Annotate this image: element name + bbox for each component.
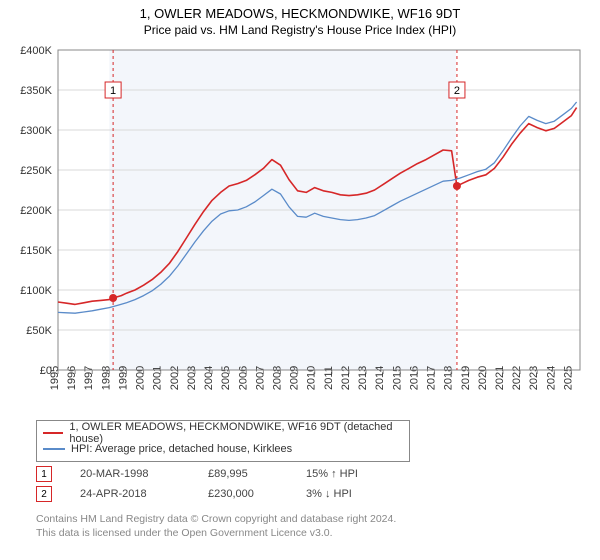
legend-swatch-1 xyxy=(43,432,63,434)
svg-text:2024: 2024 xyxy=(545,366,557,390)
legend-swatch-2 xyxy=(43,448,65,450)
svg-text:2009: 2009 xyxy=(289,366,301,390)
svg-text:2010: 2010 xyxy=(306,366,318,390)
marker-date-2: 24-APR-2018 xyxy=(80,488,180,500)
svg-text:2003: 2003 xyxy=(186,366,198,390)
marker-pct-2: 3% ↓ HPI xyxy=(306,488,396,500)
svg-text:1996: 1996 xyxy=(66,366,78,390)
svg-text:2022: 2022 xyxy=(511,366,523,390)
footer: Contains HM Land Registry data © Crown c… xyxy=(36,512,396,540)
marker-badge-1: 1 xyxy=(36,466,52,482)
svg-text:2017: 2017 xyxy=(426,366,438,390)
svg-text:2012: 2012 xyxy=(340,366,352,390)
svg-text:£150K: £150K xyxy=(20,245,52,257)
chart-titles: 1, OWLER MEADOWS, HECKMONDWIKE, WF16 9DT… xyxy=(0,0,600,37)
svg-text:2005: 2005 xyxy=(220,366,232,390)
svg-text:2006: 2006 xyxy=(237,366,249,390)
svg-text:£300K: £300K xyxy=(20,125,52,137)
marker-price-1: £89,995 xyxy=(208,468,278,480)
legend-label-2: HPI: Average price, detached house, Kirk… xyxy=(71,443,292,455)
marker-badge-2: 2 xyxy=(36,486,52,502)
svg-text:2007: 2007 xyxy=(254,366,266,390)
svg-text:1998: 1998 xyxy=(100,366,112,390)
title-line1: 1, OWLER MEADOWS, HECKMONDWIKE, WF16 9DT xyxy=(0,6,600,21)
svg-text:£400K: £400K xyxy=(20,45,52,57)
legend-row-1: 1, OWLER MEADOWS, HECKMONDWIKE, WF16 9DT… xyxy=(43,425,403,441)
svg-text:2000: 2000 xyxy=(135,366,147,390)
svg-text:2018: 2018 xyxy=(443,366,455,390)
svg-text:2001: 2001 xyxy=(152,366,164,390)
title-line2: Price paid vs. HM Land Registry's House … xyxy=(0,23,600,37)
footer-line1: Contains HM Land Registry data © Crown c… xyxy=(36,512,396,526)
legend-label-1: 1, OWLER MEADOWS, HECKMONDWIKE, WF16 9DT… xyxy=(69,421,403,445)
svg-text:£250K: £250K xyxy=(20,165,52,177)
marker-row-1: 1 20-MAR-1998 £89,995 15% ↑ HPI xyxy=(36,466,396,482)
marker-date-1: 20-MAR-1998 xyxy=(80,468,180,480)
svg-text:2025: 2025 xyxy=(562,366,574,390)
svg-text:1995: 1995 xyxy=(49,366,61,390)
svg-text:£350K: £350K xyxy=(20,85,52,97)
svg-text:2: 2 xyxy=(454,85,460,97)
svg-text:2020: 2020 xyxy=(477,366,489,390)
footer-line2: This data is licensed under the Open Gov… xyxy=(36,526,396,540)
svg-text:2008: 2008 xyxy=(271,366,283,390)
svg-text:2014: 2014 xyxy=(374,366,386,390)
svg-text:2002: 2002 xyxy=(169,366,181,390)
svg-text:2013: 2013 xyxy=(357,366,369,390)
svg-text:2021: 2021 xyxy=(494,366,506,390)
svg-text:2015: 2015 xyxy=(391,366,403,390)
svg-text:2019: 2019 xyxy=(460,366,472,390)
svg-text:1: 1 xyxy=(110,85,116,97)
svg-text:1997: 1997 xyxy=(83,366,95,390)
svg-text:2016: 2016 xyxy=(408,366,420,390)
svg-text:£50K: £50K xyxy=(26,325,52,337)
svg-text:£100K: £100K xyxy=(20,285,52,297)
svg-text:£200K: £200K xyxy=(20,205,52,217)
svg-text:1999: 1999 xyxy=(117,366,129,390)
marker-pct-1: 15% ↑ HPI xyxy=(306,468,396,480)
marker-row-2: 2 24-APR-2018 £230,000 3% ↓ HPI xyxy=(36,486,396,502)
svg-text:2004: 2004 xyxy=(203,366,215,390)
legend: 1, OWLER MEADOWS, HECKMONDWIKE, WF16 9DT… xyxy=(36,420,410,462)
svg-text:2023: 2023 xyxy=(528,366,540,390)
chart-svg: £0£50K£100K£150K£200K£250K£300K£350K£400… xyxy=(10,44,590,414)
marker-price-2: £230,000 xyxy=(208,488,278,500)
chart-area: £0£50K£100K£150K£200K£250K£300K£350K£400… xyxy=(10,44,590,414)
